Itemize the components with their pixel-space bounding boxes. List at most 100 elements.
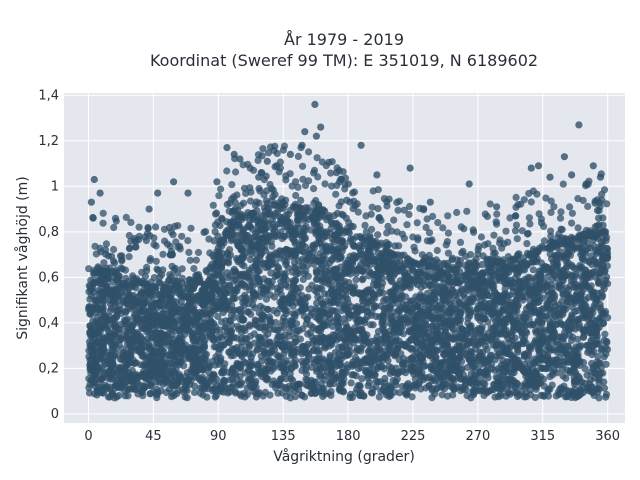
scatter-point	[223, 269, 231, 277]
scatter-point	[334, 313, 342, 321]
scatter-point	[475, 380, 483, 388]
scatter-point	[516, 284, 524, 292]
scatter-point	[120, 355, 128, 364]
scatter-point	[229, 294, 237, 302]
scatter-point	[540, 279, 548, 287]
scatter-point	[542, 263, 550, 271]
scatter-point	[360, 319, 369, 327]
scatter-point	[287, 223, 295, 232]
scatter-point	[474, 339, 482, 347]
scatter-point	[86, 330, 94, 338]
scatter-point	[298, 357, 306, 365]
scatter-point	[448, 382, 456, 390]
scatter-point	[323, 321, 331, 329]
scatter-point	[245, 308, 253, 316]
scatter-point	[202, 301, 210, 310]
scatter-point	[598, 292, 607, 300]
scatter-point	[417, 351, 425, 359]
scatter-point	[501, 285, 509, 293]
scatter-point	[127, 385, 135, 393]
scatter-point	[359, 289, 367, 297]
scatter-point	[388, 301, 396, 309]
scatter-point	[253, 360, 261, 368]
scatter-point	[431, 275, 439, 283]
scatter-point	[564, 342, 572, 350]
scatter-point	[398, 283, 406, 291]
scatter-point	[469, 380, 477, 389]
scatter-point	[138, 382, 146, 390]
scatter-point	[362, 355, 370, 363]
scatter-point	[162, 388, 170, 397]
scatter-point	[291, 393, 299, 401]
scatter-point	[491, 356, 499, 364]
scatter-point	[166, 351, 174, 359]
scatter-point	[328, 340, 336, 348]
scatter-point	[581, 365, 589, 373]
scatter-point	[420, 373, 428, 381]
scatter-point	[246, 282, 254, 290]
scatter-point	[425, 297, 433, 305]
scatter-point	[470, 290, 478, 298]
scatter-point	[377, 302, 385, 310]
scatter-point	[122, 362, 130, 371]
scatter-point	[600, 353, 608, 361]
scatter-point	[367, 389, 376, 397]
scatter-point	[118, 280, 126, 289]
scatter-point	[221, 290, 229, 298]
scatter-point	[294, 288, 302, 296]
scatter-point	[343, 261, 351, 269]
scatter-point	[133, 315, 141, 323]
scatter-point	[246, 332, 254, 340]
scatter-point	[242, 294, 250, 302]
scatter-point	[258, 314, 266, 322]
scatter-point	[404, 304, 412, 312]
scatter-point	[352, 266, 360, 275]
scatter-point	[584, 384, 592, 392]
scatter-point	[527, 310, 535, 318]
scatter-point	[547, 303, 555, 311]
scatter-point	[163, 291, 171, 299]
scatter-point	[92, 383, 100, 391]
scatter-point	[308, 363, 316, 371]
scatter-point	[546, 345, 554, 353]
scatter-point	[497, 320, 506, 328]
scatter-point	[289, 302, 297, 310]
scatter-point	[300, 229, 308, 237]
scatter-point	[279, 296, 287, 304]
scatter-point	[468, 339, 476, 347]
scatter-point	[385, 274, 393, 282]
scatter-point	[197, 377, 205, 385]
scatter-point	[225, 281, 233, 289]
scatter-point	[249, 387, 257, 395]
scatter-point	[111, 322, 119, 330]
scatter-point	[111, 394, 119, 402]
scatter-point	[196, 321, 204, 329]
scatter-point	[413, 281, 422, 289]
scatter-point	[127, 371, 135, 380]
scatter-point	[341, 301, 349, 309]
scatter-point	[397, 262, 405, 270]
scatter-point	[411, 375, 419, 383]
scatter-point	[346, 311, 355, 319]
scatter-point	[223, 249, 232, 257]
scatter-point	[295, 326, 303, 334]
scatter-point	[344, 351, 352, 359]
scatter-point	[158, 370, 166, 378]
scatter-point	[292, 276, 300, 284]
scatter-point	[596, 304, 605, 312]
scatter-point	[273, 336, 281, 344]
scatter-point	[470, 268, 478, 276]
scatter-point	[389, 308, 397, 316]
scatter-point	[281, 336, 289, 344]
scatter-point	[414, 296, 422, 304]
scatter-point	[603, 273, 611, 281]
scatter-point	[338, 247, 346, 255]
scatter-point	[118, 383, 126, 391]
scatter-point	[118, 289, 126, 297]
scatter-point	[551, 360, 560, 368]
scatter-point	[299, 241, 307, 249]
scatter-point	[228, 235, 236, 243]
scatter-point	[304, 376, 312, 384]
scatter-point	[596, 314, 604, 322]
